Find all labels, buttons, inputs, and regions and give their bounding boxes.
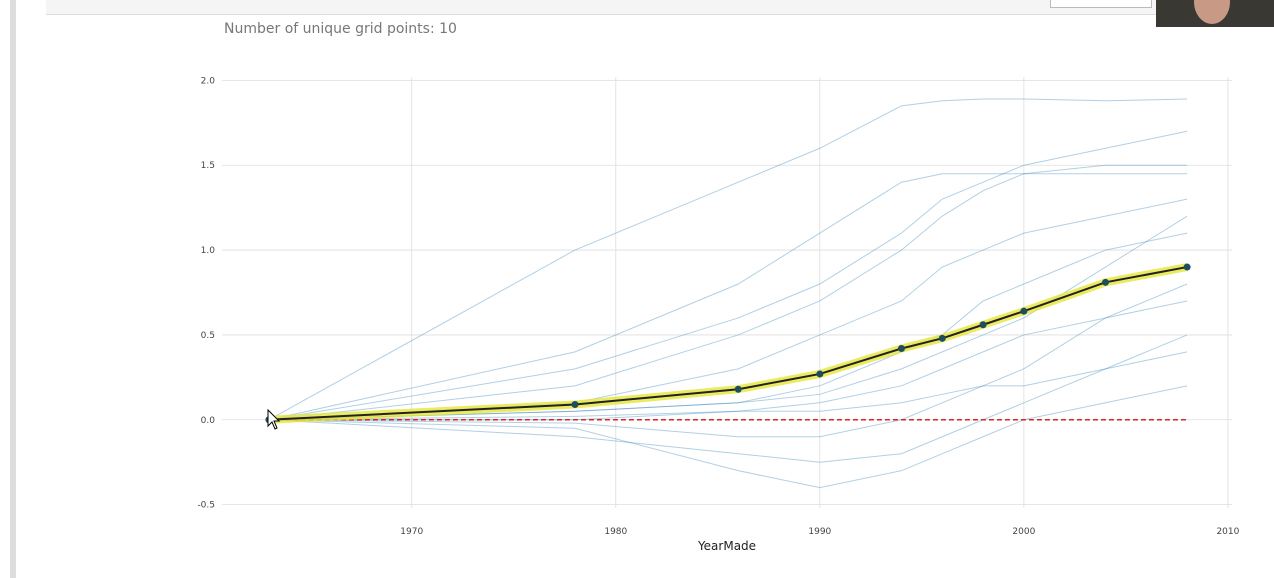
average-point <box>571 400 579 408</box>
ice-line <box>268 173 1188 421</box>
ice-line <box>268 300 1188 421</box>
toolbar <box>46 0 1166 15</box>
average-point <box>979 321 987 329</box>
average-point <box>897 344 905 352</box>
y-tick-label: 0.5 <box>201 331 215 341</box>
ice-line <box>268 198 1188 421</box>
y-tick-label: -0.5 <box>197 501 215 511</box>
average-point <box>816 370 824 378</box>
ice-line <box>268 130 1188 421</box>
x-tick-label: 2010 <box>1216 527 1239 537</box>
left-border <box>10 0 16 578</box>
average-point <box>734 385 742 393</box>
y-tick-label: 1.5 <box>201 161 215 171</box>
ice-line <box>268 385 1188 489</box>
average-line <box>268 266 1188 421</box>
average-point <box>938 334 946 342</box>
x-tick-label: 2000 <box>1012 527 1035 537</box>
mouse-cursor <box>267 408 281 430</box>
y-tick-label: 2.0 <box>201 76 216 86</box>
x-tick-label: 1980 <box>604 527 627 537</box>
ice-line <box>268 98 1188 421</box>
button[interactable] <box>1050 0 1152 8</box>
ice-line <box>268 164 1188 421</box>
webcam <box>1156 0 1274 27</box>
average-point <box>1020 307 1028 315</box>
ice-line <box>268 283 1188 438</box>
x-tick-label: 1990 <box>808 527 831 537</box>
grid-points-note: Number of unique grid points: 10 <box>224 21 457 37</box>
average-point <box>1183 263 1191 271</box>
ice-line <box>268 334 1188 463</box>
ice-line <box>268 351 1188 421</box>
y-tick-label: 1.0 <box>201 246 216 256</box>
y-tick-label: 0.0 <box>201 416 216 426</box>
average-point <box>1101 278 1109 286</box>
x-tick-label: 1970 <box>400 527 423 537</box>
x-axis-label: YearMade <box>697 539 756 553</box>
